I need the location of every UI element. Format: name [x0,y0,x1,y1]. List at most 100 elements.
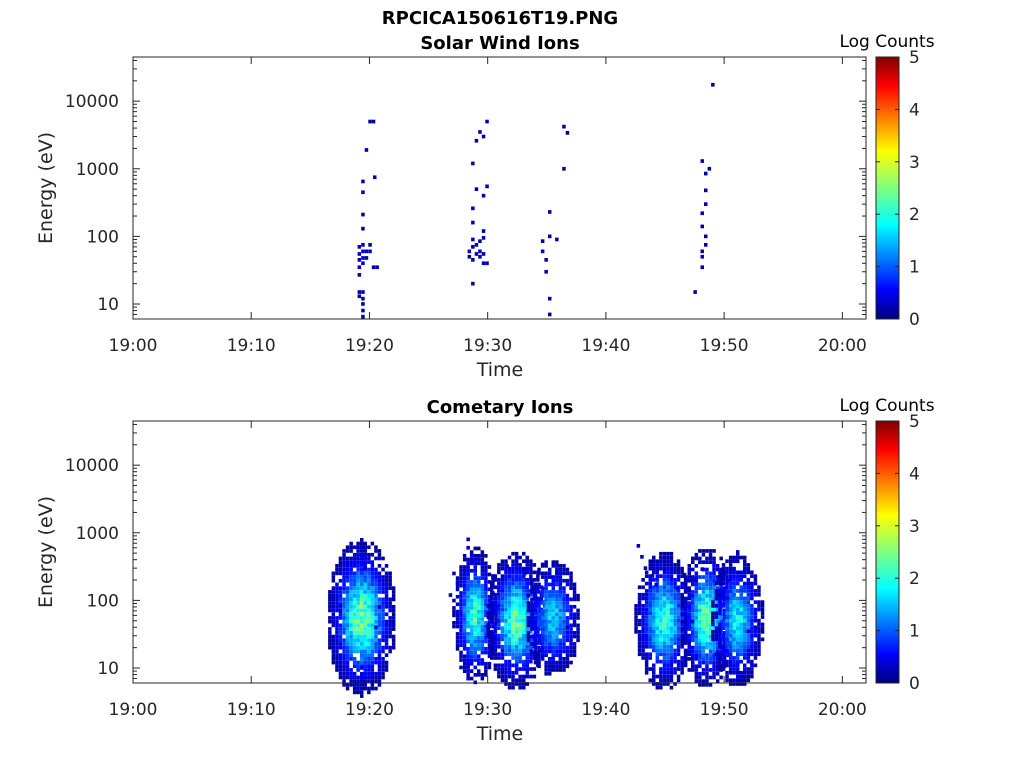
heatmap-cell [522,626,526,630]
heatmap-cell [666,663,670,668]
heatmap-cell [533,597,538,602]
heatmap-cell [669,592,674,597]
heatmap-cell [525,578,529,582]
heatmap-cell [705,660,709,665]
heatmap-cell [360,604,364,609]
heatmap-cell [641,622,645,627]
heatmap-cell [708,560,713,564]
heatmap-cell [511,674,515,679]
heatmap-cell [712,597,716,602]
heatmap-cell [477,557,481,562]
heatmap-cell [732,618,736,623]
heatmap-cell [540,612,545,617]
heatmap-cell [391,593,396,598]
heatmap-cell [562,124,566,129]
heatmap-cell [705,608,709,613]
heatmap-cell [480,639,485,644]
heatmap-cell [335,653,339,657]
heatmap-cell [514,592,519,597]
heatmap-cell [662,563,667,567]
heatmap-cell [363,571,367,576]
heatmap-cell [514,644,519,649]
heatmap-cell [469,551,474,555]
heatmap-cell [485,119,489,124]
heatmap-cell [558,642,563,646]
heatmap-cell [533,653,538,657]
heatmap-cell [750,630,754,634]
heatmap-cell [363,593,367,598]
heatmap-cell [652,555,656,560]
heatmap-cell [736,600,740,604]
colorbar-tick-label: 3 [909,153,920,173]
heatmap-cell [644,611,649,616]
colorbar-tick-label: 5 [909,412,920,432]
heatmap-cell [691,590,695,594]
heatmap-cell [480,561,485,566]
heatmap-cell [669,618,674,623]
heatmap-cell [569,638,573,643]
heatmap-cell [363,619,367,624]
heatmap-cell [725,585,729,590]
heatmap-cell [714,604,719,608]
heatmap-cell [676,644,681,649]
heatmap-cell [526,638,531,643]
heatmap-cell [750,615,754,619]
heatmap-cell [666,551,670,556]
heatmap-cell [673,630,677,634]
heatmap-cell [565,571,570,576]
heatmap-cell [367,638,371,643]
heatmap-cell [497,656,501,660]
heatmap-cell [487,635,492,640]
heatmap-cell [370,590,375,594]
heatmap-cell [701,593,706,598]
heatmap-cell [338,601,343,605]
heatmap-cell [533,645,538,650]
heatmap-cell [477,546,481,551]
heatmap-cell [634,626,638,630]
heatmap-cell [459,598,463,603]
heatmap-cell [711,622,715,627]
heatmap-cell [331,571,336,576]
heatmap-cell [466,658,470,663]
heatmap-cell [736,550,740,554]
heatmap-cell [462,587,467,592]
heatmap-cell [548,616,552,620]
heatmap-cell [462,606,467,610]
heatmap-cell [345,601,350,605]
heatmap-cell [641,644,645,649]
heatmap-cell [644,630,649,634]
heatmap-cell [363,560,367,564]
heatmap-cell [718,667,722,671]
heatmap-cell [725,589,729,593]
heatmap-cell [746,566,751,571]
heatmap-cell [466,624,470,629]
heatmap-cell [694,564,699,568]
heatmap-cell [548,631,552,635]
heatmap-cell [459,568,463,573]
heatmap-cell [746,578,751,582]
heatmap-cell [739,626,743,630]
heatmap-cell [363,545,367,550]
heatmap-cell [514,622,519,627]
heatmap-cell [558,575,563,579]
heatmap-cell [736,607,740,612]
heatmap-cell [388,645,392,650]
heatmap-cell [466,606,470,610]
heatmap-cell [708,608,713,613]
heatmap-cell [698,660,702,665]
heatmap-cell [370,601,375,605]
heatmap-cell [352,664,357,669]
heatmap-cell [721,622,726,627]
heatmap-cell [691,660,695,665]
heatmap-cell [698,671,702,676]
heatmap-cell [356,634,360,639]
heatmap-cell [485,184,489,189]
heatmap-cell [666,652,670,657]
heatmap-cell [739,622,743,627]
heatmap-cell [644,626,649,630]
heatmap-cell [708,556,713,561]
heatmap-cell [641,596,645,601]
heatmap-cell [569,571,573,576]
heatmap-cell [659,685,663,690]
heatmap-cell [522,633,526,638]
